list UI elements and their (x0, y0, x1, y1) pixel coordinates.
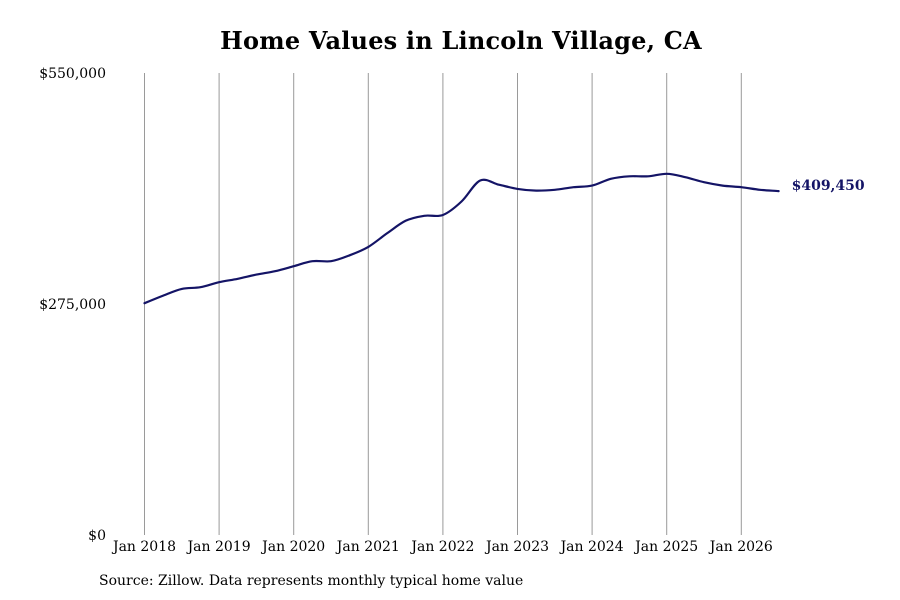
x-tick-label: Jan 2021 (335, 539, 400, 555)
x-tick-label: Jan 2019 (186, 539, 251, 555)
y-tick-label: $550,000 (39, 66, 106, 82)
chart-title: Home Values in Lincoln Village, CA (220, 26, 702, 55)
x-tick-label: Jan 2018 (111, 539, 176, 555)
x-axis-ticks: Jan 2018 Jan 2019 Jan 2020 Jan 2021 Jan 2022… (111, 539, 773, 555)
gridlines (144, 73, 742, 535)
source-note: Source: Zillow. Data represents monthly … (99, 573, 524, 589)
y-tick-label: $0 (88, 528, 106, 544)
end-value-label: $409,450 (792, 178, 865, 194)
series-line (143, 172, 780, 305)
x-tick-label: Jan 2026 (708, 539, 773, 555)
x-tick-label: Jan 2020 (260, 539, 325, 555)
x-tick-label: Jan 2023 (484, 539, 549, 555)
x-tick-label: Jan 2024 (559, 539, 624, 555)
y-axis-ticks: $0 $275,000 $550,000 (39, 66, 106, 544)
x-tick-label: Jan 2022 (409, 539, 474, 555)
x-tick-label: Jan 2025 (633, 539, 698, 555)
y-tick-label: $275,000 (39, 297, 106, 313)
